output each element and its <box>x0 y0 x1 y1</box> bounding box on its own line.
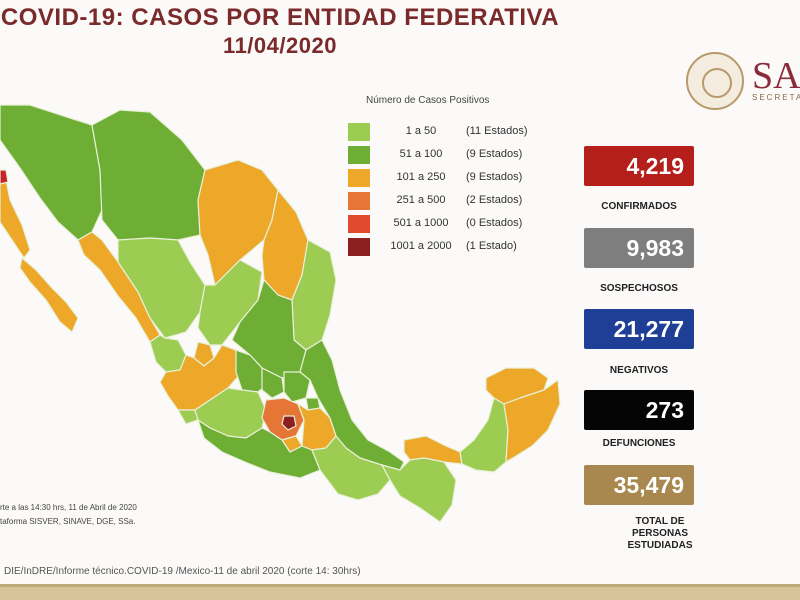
legend-range: 101 a 250 <box>396 171 446 183</box>
legend-count: (2 Estados) <box>466 194 523 206</box>
state-chihuahua <box>91 109 206 241</box>
legend-count: (0 Estados) <box>466 217 523 229</box>
legend-swatch <box>348 192 370 210</box>
state-durango <box>117 237 206 339</box>
state-colima <box>177 409 199 425</box>
negative-label: NEGATIVOS <box>609 365 669 376</box>
footer: DIE/InDRE/Informe técnico.COVID-19 /Mexi… <box>0 562 800 582</box>
suspected-label: SOSPECHOSOS <box>600 283 678 294</box>
state-quintana-roo <box>503 379 561 463</box>
legend-range: 1001 a 2000 <box>390 240 452 252</box>
state-baja-california-north <box>0 179 31 259</box>
legend-count: (9 Estados) <box>466 148 523 160</box>
legend-swatch <box>348 238 370 256</box>
state-chiapas <box>381 457 457 523</box>
state-tabasco <box>403 435 463 465</box>
deaths-label: DEFUNCIONES <box>602 438 676 449</box>
page-title: COVID-19: CASOS POR ENTIDAD FEDERATIVA 1… <box>0 4 560 60</box>
brand-subtitle: SECRETAR <box>752 93 800 102</box>
legend-count: (9 Estados) <box>466 171 523 183</box>
legend-range: 251 a 500 <box>396 194 446 206</box>
legend-title: Número de Casos Positivos <box>366 95 490 106</box>
legend-count: (1 Estado) <box>466 240 517 252</box>
state-baja-california-north-top <box>0 169 9 185</box>
negative-count-box: 21,277 <box>584 309 694 349</box>
legend-range: 1 a 50 <box>405 125 437 137</box>
title-line-2: 11/04/2020 <box>223 33 337 58</box>
government-seal-logo <box>686 52 744 110</box>
confirmed-label: CONFIRMADOS <box>601 201 677 212</box>
brand-name: SA <box>752 55 800 97</box>
title-line-1: COVID-19: CASOS POR ENTIDAD FEDERATIVA <box>0 4 560 31</box>
state-nayarit <box>149 334 187 373</box>
legend-count: (11 Estados) <box>466 125 528 137</box>
total-studied-label: TOTAL DE PERSONAS ESTUDIADAS <box>627 516 693 551</box>
legend-range: 51 a 100 <box>399 148 443 160</box>
state-cdmx <box>281 415 297 431</box>
legend-swatch <box>348 215 370 233</box>
legend-swatch <box>348 169 370 187</box>
footer-citation: DIE/InDRE/Informe técnico.COVID-19 /Mexi… <box>4 566 361 577</box>
deaths-count-box: 273 <box>584 390 694 430</box>
suspected-count-box: 9,983 <box>584 228 694 268</box>
source-cutoff-note: rte a las 14:30 hrs, 11 de Abril de 2020 <box>0 503 137 512</box>
state-campeche <box>459 397 509 473</box>
state-guerrero <box>197 419 321 479</box>
mexico-state-map <box>0 104 561 523</box>
legend-swatch <box>348 123 370 141</box>
state-coahuila <box>197 159 279 286</box>
legend-range: 501 a 1000 <box>393 217 449 229</box>
total-studied-count-box: 35,479 <box>584 465 694 505</box>
state-baja-california-sur <box>19 257 79 333</box>
source-platform-note: taforma SISVER, SINAVE, DGE, SSa. <box>0 517 136 526</box>
state-queretaro <box>261 367 285 399</box>
confirmed-count-box: 4,219 <box>584 146 694 186</box>
legend-swatch <box>348 146 370 164</box>
bottom-decorative-bar <box>0 584 800 600</box>
